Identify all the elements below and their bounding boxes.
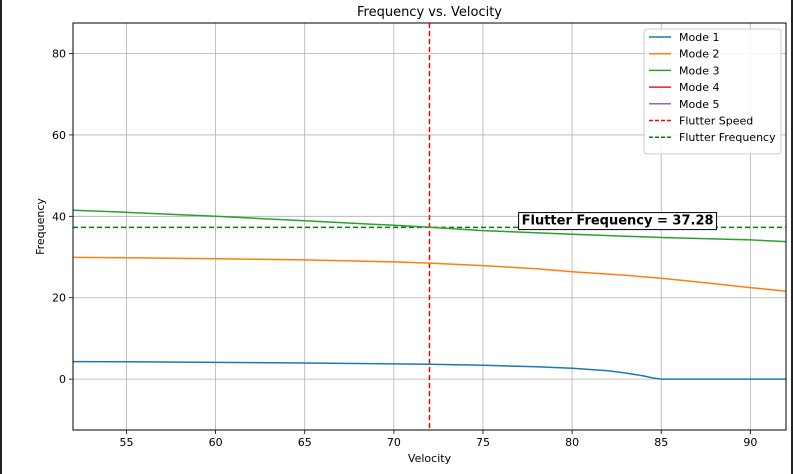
x-tick-label: 65 xyxy=(298,436,312,449)
chart-title: Frequency vs. Velocity xyxy=(357,5,502,20)
legend-mode-2-label: Mode 2 xyxy=(679,48,719,61)
series-lines xyxy=(72,209,787,380)
y-tick-label: 80 xyxy=(52,48,66,61)
x-tick-label: 60 xyxy=(209,436,223,449)
legend-flutter-speed-label: Flutter Speed xyxy=(679,115,753,128)
y-tick-label: 20 xyxy=(52,292,66,305)
y-tick-label: 60 xyxy=(52,129,66,142)
series-line-mode-3 xyxy=(72,209,787,243)
y-tick-label: 0 xyxy=(59,373,66,386)
legend-flutter-frequency-label: Flutter Frequency xyxy=(679,131,776,144)
legend-box xyxy=(643,28,782,155)
plot-area-border xyxy=(72,22,787,431)
x-axis-label: Velocity xyxy=(408,452,452,465)
series-line-mode-2 xyxy=(72,256,787,292)
x-tick-label: 70 xyxy=(387,436,401,449)
legend-mode-3-label: Mode 3 xyxy=(679,64,719,77)
annotation-text: Flutter Frequency = 37.28 xyxy=(522,214,714,229)
legend-mode-4-label: Mode 4 xyxy=(679,81,719,94)
x-tick-label: 80 xyxy=(565,436,579,449)
axis-ticks: 55 60 65 70 75 80 85 90 0 20 40 60 80 xyxy=(52,48,757,449)
legend-mode-1-label: Mode 1 xyxy=(679,31,719,44)
x-tick-label: 90 xyxy=(743,436,757,449)
legend: Mode 1 Mode 2 Mode 3 Mode 4 Mode 5 Flutter Sp… xyxy=(643,28,782,155)
y-tick-label: 40 xyxy=(52,210,66,223)
y-axis-label: Frequency xyxy=(34,198,47,255)
x-tick-label: 75 xyxy=(476,436,490,449)
legend-mode-5-label: Mode 5 xyxy=(679,98,719,111)
x-tick-label: 55 xyxy=(119,436,133,449)
annotation-box xyxy=(518,212,718,231)
flutter-frequency-annotation: Flutter Frequency = 37.28 xyxy=(518,212,718,231)
x-tick-label: 85 xyxy=(654,436,668,449)
series-line-mode-1 xyxy=(72,360,786,380)
